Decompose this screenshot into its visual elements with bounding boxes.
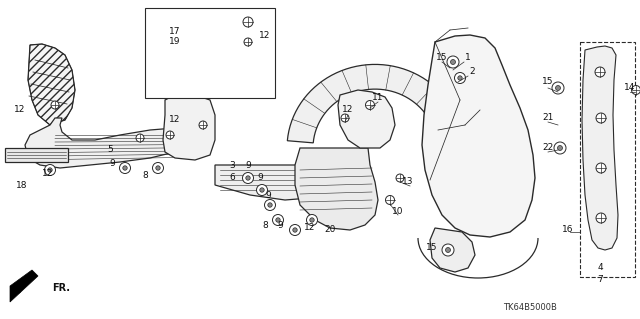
Text: 4: 4 bbox=[597, 263, 603, 272]
Circle shape bbox=[243, 173, 253, 183]
Circle shape bbox=[596, 113, 606, 123]
Text: FR.: FR. bbox=[52, 283, 70, 293]
Text: 18: 18 bbox=[16, 181, 28, 189]
Circle shape bbox=[458, 76, 462, 80]
Circle shape bbox=[260, 188, 264, 192]
Polygon shape bbox=[287, 64, 463, 143]
Circle shape bbox=[365, 100, 374, 109]
Bar bbox=[580, 42, 635, 277]
Circle shape bbox=[136, 134, 144, 142]
Text: 12: 12 bbox=[14, 106, 26, 115]
Polygon shape bbox=[163, 95, 215, 160]
Circle shape bbox=[293, 228, 297, 232]
Circle shape bbox=[451, 60, 456, 64]
Text: 12: 12 bbox=[304, 224, 316, 233]
Circle shape bbox=[445, 248, 451, 252]
Circle shape bbox=[48, 168, 52, 172]
Text: 8: 8 bbox=[142, 170, 148, 180]
Text: 3: 3 bbox=[229, 160, 235, 169]
Circle shape bbox=[557, 145, 563, 151]
Text: 12: 12 bbox=[42, 168, 54, 177]
Circle shape bbox=[554, 142, 566, 154]
Circle shape bbox=[596, 163, 606, 173]
Polygon shape bbox=[215, 165, 335, 200]
Text: 10: 10 bbox=[392, 207, 404, 217]
Circle shape bbox=[120, 162, 131, 174]
Text: 19: 19 bbox=[169, 38, 180, 47]
Circle shape bbox=[595, 67, 605, 77]
Circle shape bbox=[243, 17, 253, 27]
Polygon shape bbox=[295, 148, 378, 230]
Polygon shape bbox=[10, 270, 38, 302]
Text: 9: 9 bbox=[245, 160, 251, 169]
Circle shape bbox=[244, 38, 252, 46]
Text: 6: 6 bbox=[229, 174, 235, 182]
Circle shape bbox=[246, 176, 250, 180]
Circle shape bbox=[257, 184, 268, 196]
Circle shape bbox=[556, 85, 561, 91]
Text: 15: 15 bbox=[542, 78, 554, 86]
Circle shape bbox=[276, 218, 280, 222]
Circle shape bbox=[123, 166, 127, 170]
Text: 20: 20 bbox=[324, 226, 336, 234]
Circle shape bbox=[447, 56, 459, 68]
Polygon shape bbox=[5, 148, 68, 162]
Text: 14: 14 bbox=[624, 84, 636, 93]
Text: 21: 21 bbox=[542, 114, 554, 122]
Circle shape bbox=[310, 218, 314, 222]
Text: 12: 12 bbox=[342, 106, 354, 115]
Circle shape bbox=[596, 213, 606, 223]
Text: 15: 15 bbox=[436, 54, 448, 63]
Text: 5: 5 bbox=[107, 145, 113, 154]
Text: 9: 9 bbox=[109, 160, 115, 168]
Circle shape bbox=[307, 214, 317, 226]
Text: 15: 15 bbox=[426, 243, 438, 253]
Circle shape bbox=[268, 203, 272, 207]
Polygon shape bbox=[28, 44, 75, 125]
Polygon shape bbox=[25, 118, 190, 168]
Circle shape bbox=[273, 214, 284, 226]
Text: TK64B5000B: TK64B5000B bbox=[503, 303, 557, 313]
Circle shape bbox=[264, 199, 275, 211]
Circle shape bbox=[152, 162, 163, 174]
Circle shape bbox=[396, 174, 404, 182]
Polygon shape bbox=[338, 90, 395, 148]
Circle shape bbox=[51, 101, 59, 109]
Text: 9: 9 bbox=[257, 174, 263, 182]
Circle shape bbox=[454, 72, 465, 84]
Text: 13: 13 bbox=[403, 177, 413, 187]
Bar bbox=[145, 8, 275, 98]
Text: 11: 11 bbox=[372, 93, 384, 102]
Polygon shape bbox=[430, 228, 475, 272]
Circle shape bbox=[385, 196, 394, 204]
Text: 16: 16 bbox=[563, 226, 573, 234]
Circle shape bbox=[552, 82, 564, 94]
Circle shape bbox=[632, 85, 640, 94]
Text: 9: 9 bbox=[277, 220, 283, 229]
Text: 7: 7 bbox=[597, 276, 603, 285]
Text: 2: 2 bbox=[469, 68, 475, 77]
Text: 9: 9 bbox=[265, 190, 271, 199]
Circle shape bbox=[45, 165, 56, 175]
Circle shape bbox=[442, 244, 454, 256]
Circle shape bbox=[166, 131, 174, 139]
Text: 22: 22 bbox=[542, 144, 554, 152]
Text: 1: 1 bbox=[465, 54, 471, 63]
Circle shape bbox=[199, 121, 207, 129]
Polygon shape bbox=[582, 46, 618, 250]
Circle shape bbox=[156, 166, 160, 170]
Polygon shape bbox=[175, 18, 230, 92]
Polygon shape bbox=[422, 35, 535, 237]
Text: 12: 12 bbox=[170, 115, 180, 124]
Text: 12: 12 bbox=[259, 31, 271, 40]
Text: 17: 17 bbox=[169, 27, 180, 36]
Circle shape bbox=[289, 225, 301, 235]
Text: 8: 8 bbox=[262, 220, 268, 229]
Circle shape bbox=[341, 114, 349, 122]
